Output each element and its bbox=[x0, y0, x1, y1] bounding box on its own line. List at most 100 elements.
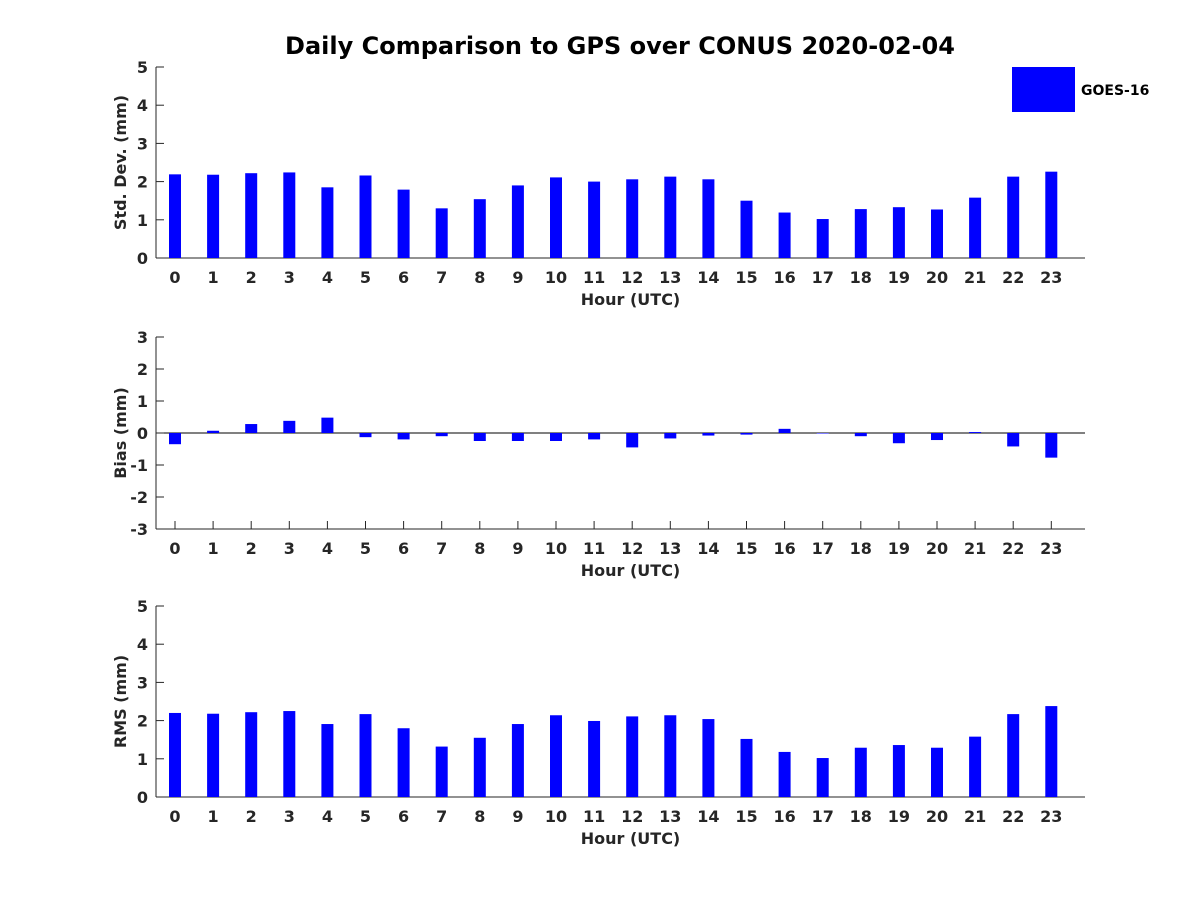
y-tick-label: 0 bbox=[137, 249, 148, 268]
x-tick-label: 16 bbox=[773, 807, 795, 826]
x-tick-label: 16 bbox=[773, 539, 795, 558]
bar-hour-7 bbox=[435, 208, 448, 258]
bar-hour-11 bbox=[588, 433, 601, 440]
bar-hour-13 bbox=[664, 715, 677, 797]
bar-hour-19 bbox=[892, 745, 905, 797]
bar-hour-16 bbox=[778, 212, 791, 258]
bar-hour-4 bbox=[321, 724, 334, 797]
legend-label: GOES-16 bbox=[1081, 83, 1149, 99]
bar-hour-23 bbox=[1045, 171, 1058, 258]
x-tick-label: 12 bbox=[621, 268, 643, 287]
y-tick-label: 5 bbox=[137, 597, 148, 616]
bar-hour-17 bbox=[816, 758, 829, 797]
x-tick-label: 17 bbox=[812, 807, 834, 826]
x-axis-label: Hour (UTC) bbox=[581, 290, 681, 309]
bar-hour-8 bbox=[473, 199, 486, 258]
bar-hour-20 bbox=[931, 433, 943, 441]
x-tick-label: 0 bbox=[169, 539, 180, 558]
bar-hour-0 bbox=[169, 433, 181, 445]
y-tick-label: 1 bbox=[137, 392, 148, 411]
x-tick-label: 14 bbox=[697, 268, 719, 287]
x-tick-label: 15 bbox=[735, 539, 757, 558]
x-tick-label: 5 bbox=[360, 539, 371, 558]
bar-hour-7 bbox=[435, 433, 448, 437]
chart-title: Daily Comparison to GPS over CONUS 2020-… bbox=[285, 32, 955, 60]
y-tick-label: 5 bbox=[137, 58, 148, 77]
x-tick-label: 15 bbox=[735, 268, 757, 287]
y-tick-label: -2 bbox=[130, 488, 148, 507]
x-tick-label: 18 bbox=[850, 807, 872, 826]
y-tick-label: 3 bbox=[137, 134, 148, 153]
y-tick-label: 2 bbox=[137, 173, 148, 192]
bar-hour-21 bbox=[969, 432, 982, 433]
bar-hour-6 bbox=[397, 189, 410, 258]
x-tick-label: 14 bbox=[697, 807, 719, 826]
x-tick-label: 2 bbox=[246, 807, 257, 826]
x-tick-label: 3 bbox=[284, 268, 295, 287]
x-tick-label: 22 bbox=[1002, 268, 1024, 287]
x-tick-label: 9 bbox=[512, 539, 523, 558]
x-tick-label: 2 bbox=[246, 539, 257, 558]
bar-hour-16 bbox=[778, 751, 791, 797]
x-tick-label: 22 bbox=[1002, 807, 1024, 826]
bar-hour-1 bbox=[207, 174, 220, 258]
bar-hour-4 bbox=[321, 417, 334, 433]
x-tick-label: 21 bbox=[964, 539, 986, 558]
x-tick-label: 18 bbox=[850, 539, 872, 558]
x-tick-label: 11 bbox=[583, 539, 605, 558]
x-tick-label: 10 bbox=[545, 807, 567, 826]
x-tick-label: 23 bbox=[1040, 268, 1062, 287]
x-tick-label: 20 bbox=[926, 807, 948, 826]
bar-hour-18 bbox=[854, 209, 867, 258]
x-tick-label: 21 bbox=[964, 268, 986, 287]
bar-hour-9 bbox=[511, 185, 524, 258]
bar-hour-15 bbox=[740, 200, 753, 258]
x-tick-label: 5 bbox=[360, 807, 371, 826]
bar-hour-22 bbox=[1007, 176, 1020, 258]
x-tick-label: 9 bbox=[512, 268, 523, 287]
bar-hour-0 bbox=[169, 174, 181, 258]
bar-hour-14 bbox=[702, 179, 715, 258]
y-axis-label: RMS (mm) bbox=[111, 655, 130, 748]
bar-hour-6 bbox=[397, 728, 410, 797]
bar-hour-9 bbox=[511, 433, 524, 441]
bar-hour-19 bbox=[892, 433, 905, 444]
bar-hour-17 bbox=[816, 219, 829, 258]
y-tick-label: 3 bbox=[137, 328, 148, 347]
x-tick-label: 7 bbox=[436, 539, 447, 558]
x-tick-label: 13 bbox=[659, 268, 681, 287]
y-axis-label: Std. Dev. (mm) bbox=[111, 95, 130, 230]
x-tick-label: 13 bbox=[659, 807, 681, 826]
x-tick-label: 1 bbox=[208, 807, 219, 826]
x-tick-label: 13 bbox=[659, 539, 681, 558]
x-tick-label: 4 bbox=[322, 268, 333, 287]
bar-hour-20 bbox=[931, 747, 943, 797]
x-tick-label: 19 bbox=[888, 268, 910, 287]
x-tick-label: 10 bbox=[545, 539, 567, 558]
bar-hour-2 bbox=[245, 173, 258, 258]
bar-hour-3 bbox=[283, 172, 296, 258]
bar-hour-13 bbox=[664, 176, 677, 258]
x-tick-label: 7 bbox=[436, 807, 447, 826]
bar-hour-22 bbox=[1007, 714, 1020, 797]
bar-hour-22 bbox=[1007, 433, 1020, 447]
bar-hour-23 bbox=[1045, 433, 1058, 458]
bar-hour-19 bbox=[892, 207, 905, 258]
x-tick-label: 14 bbox=[697, 539, 719, 558]
x-tick-label: 9 bbox=[512, 807, 523, 826]
bar-hour-20 bbox=[931, 209, 943, 258]
bar-hour-15 bbox=[740, 433, 753, 435]
x-tick-label: 17 bbox=[812, 539, 834, 558]
bar-hour-21 bbox=[969, 197, 982, 258]
bar-hour-10 bbox=[550, 433, 562, 441]
x-tick-label: 19 bbox=[888, 539, 910, 558]
x-tick-label: 1 bbox=[208, 539, 219, 558]
x-tick-label: 11 bbox=[583, 807, 605, 826]
bar-hour-8 bbox=[473, 737, 486, 797]
x-tick-label: 4 bbox=[322, 539, 333, 558]
x-tick-label: 23 bbox=[1040, 539, 1062, 558]
x-tick-label: 20 bbox=[926, 268, 948, 287]
bar-hour-1 bbox=[207, 430, 220, 433]
